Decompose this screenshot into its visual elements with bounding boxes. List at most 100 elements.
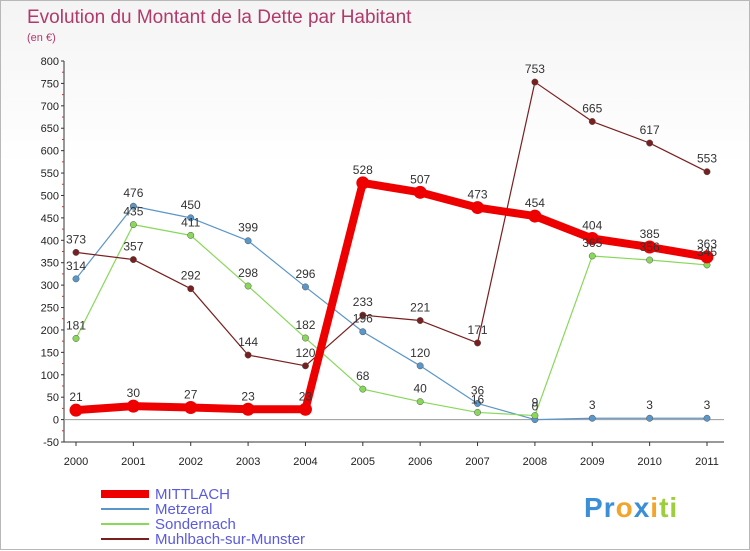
data-label: 435 [123,205,143,219]
data-point [69,403,83,417]
data-point [700,250,714,264]
data-point [413,185,427,199]
data-label: 171 [468,323,488,337]
data-label: 3 [646,398,653,412]
data-labels: 21 30 27 23 23528507473454404385363314476450… [66,62,717,414]
x-tick-label: 2008 [523,456,547,468]
data-label: 120 [410,346,430,360]
x-tick-label: 2000 [64,456,88,468]
y-tick-label: 0 [53,415,59,427]
legend: MITTLACHMetzeralSondernachMuhlbach-sur-M… [101,486,305,548]
logo-letter: x [634,492,651,523]
data-point [359,385,367,393]
data-label: 27 [184,387,198,401]
data-label: 9 [532,396,539,410]
data-label: 528 [353,163,373,177]
data-point [241,402,255,416]
chart-title: Evolution du Montant de la Dette par Hab… [27,7,412,28]
data-point [129,256,137,264]
data-point [244,282,252,290]
data-label: 356 [640,240,660,254]
data-label: 233 [353,295,373,309]
logo-letter: i [650,492,659,523]
data-label: 411 [181,215,200,229]
data-label: 182 [295,318,315,332]
data-label: 507 [410,172,430,186]
data-point [643,240,657,254]
data-point [588,252,596,260]
x-tick-label: 2004 [293,456,317,468]
x-tick-label: 2011 [695,456,719,468]
data-point [646,256,654,264]
y-tick-label: 700 [41,101,59,113]
data-label: 292 [181,269,201,283]
data-point [416,398,424,406]
data-label: 30 [127,386,141,400]
data-point [528,209,542,223]
data-label: 476 [123,186,143,200]
data-point [244,351,252,359]
x-tick-label: 2006 [408,456,432,468]
y-tick-label: 350 [41,258,59,270]
y-tick-label: 650 [41,123,59,135]
data-label: 23 [299,389,313,403]
logo-letter: P [584,492,604,523]
data-point [359,311,367,319]
legend-label: Metzeral [155,501,213,518]
y-tick-label: 500 [41,190,59,202]
data-point [474,400,481,407]
proxiti-logo: Proxiti [584,492,678,523]
data-label: 221 [410,301,430,315]
data-label: 21 [69,390,83,404]
data-point [474,408,481,416]
data-point [703,168,711,176]
logo-letter: t [659,492,669,523]
logo-letter: i [669,492,678,523]
y-tick-label: 450 [41,213,59,225]
legend-label: Muhlbach-sur-Munster [155,531,305,548]
data-point [129,202,137,210]
x-tick-label: 2010 [637,456,661,468]
data-point [531,412,539,420]
data-label: 553 [697,152,717,166]
data-label: 365 [582,236,602,250]
data-label: 373 [66,232,86,246]
data-point [416,317,424,324]
data-label: 345 [697,245,717,259]
data-point [187,285,195,293]
data-point [356,176,370,190]
data-point [244,237,252,245]
data-point [298,402,312,416]
data-label: 404 [582,219,602,233]
data-label: 40 [414,382,428,396]
y-tick-label: -50 [43,437,59,449]
data-point [126,399,140,413]
x-tick-label: 2005 [351,456,375,468]
data-label: 3 [704,398,711,412]
data-point [302,362,309,370]
series-line-mittlach [75,178,708,415]
logo-letter: o [616,492,634,523]
data-point [531,78,539,86]
data-point [703,414,711,422]
y-tick-label: 750 [41,78,59,90]
logo-letter: r [604,492,616,523]
chart-subtitle: (en €) [27,32,56,44]
data-label: 454 [525,196,545,210]
data-label: 3 [589,398,596,412]
data-point [359,328,367,336]
data-label: 23 [241,389,255,403]
data-point [588,414,596,422]
data-point [646,414,654,422]
y-tick-label: 400 [41,235,59,247]
data-point [474,339,481,347]
series-line-sondernach [75,224,708,417]
data-point [302,283,309,291]
y-tick-label: 100 [41,370,59,382]
x-tick-label: 2007 [465,456,489,468]
data-point [585,232,599,246]
data-label: 363 [697,237,717,251]
x-tick-label: 2009 [580,456,604,468]
data-point [471,201,485,215]
